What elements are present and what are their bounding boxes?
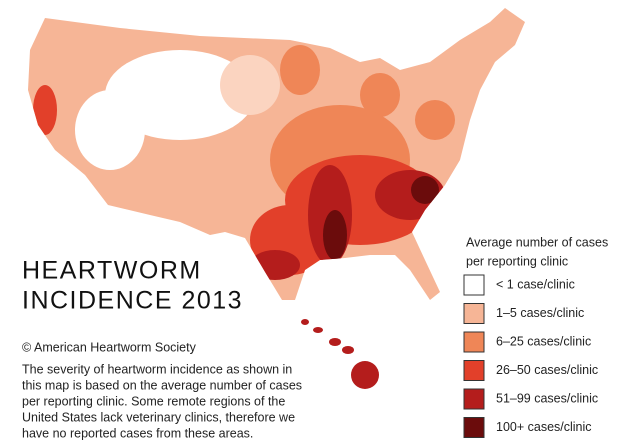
legend-swatch [463, 303, 485, 324]
island [301, 319, 309, 325]
map-region [33, 85, 57, 135]
description-line: United States lack veterinary clinics, t… [22, 410, 295, 424]
legend-swatch [463, 360, 485, 381]
title: INCIDENCE 2013 [22, 287, 243, 315]
description-line: this map is based on the average number … [22, 378, 302, 392]
map-region [323, 210, 347, 260]
map-region [75, 90, 145, 170]
description-line: per reporting clinic. Some remote region… [22, 394, 285, 408]
legend-label: 100+ cases/clinic [496, 420, 592, 434]
map-region [220, 55, 280, 115]
legend-label: 51–99 cases/clinic [496, 391, 598, 405]
title: HEARTWORM [22, 257, 202, 285]
island [329, 338, 341, 346]
legend-swatch [463, 388, 485, 410]
legend-swatch [463, 417, 485, 438]
map-region [360, 73, 400, 117]
legend-swatch [463, 331, 485, 353]
island [342, 346, 354, 354]
legend-label: 26–50 cases/clinic [496, 363, 598, 377]
legend-label: < 1 case/clinic [496, 277, 575, 291]
description-line: have no reported cases from these areas. [22, 426, 253, 440]
legend-title: Average number of cases [466, 235, 608, 249]
legend-title: per reporting clinic [466, 254, 568, 268]
copyright: © American Heartworm Society [22, 340, 197, 354]
map-region [280, 45, 320, 95]
island [351, 361, 379, 389]
description-line: The severity of heartworm incidence as s… [22, 362, 292, 376]
legend-label: 1–5 cases/clinic [496, 306, 584, 320]
legend-label: 6–25 cases/clinic [496, 334, 591, 348]
map-region [250, 250, 300, 280]
legend-swatch [463, 274, 485, 296]
map-region [411, 176, 439, 204]
map-region [415, 100, 455, 140]
island [313, 327, 323, 333]
hawaii [301, 319, 379, 389]
